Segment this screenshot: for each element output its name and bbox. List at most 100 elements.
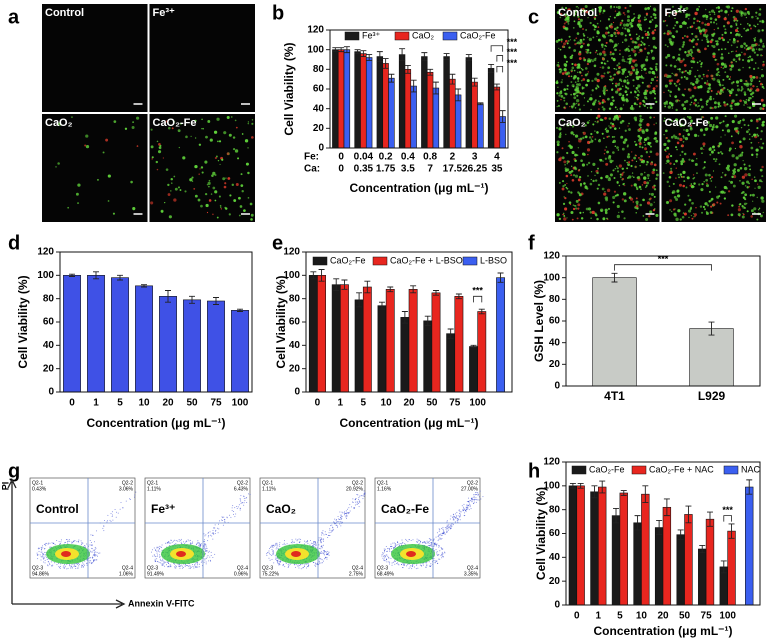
error-bar (427, 68, 434, 76)
cell-dot (722, 63, 725, 66)
event-dot (193, 567, 195, 569)
cell-dot (646, 173, 650, 177)
cell-dot (703, 161, 706, 164)
event-dot (320, 550, 322, 552)
event-dot (397, 544, 399, 546)
cell-dot (653, 163, 657, 167)
event-dot (42, 558, 44, 560)
event-dot (279, 542, 281, 544)
cell-dot (568, 40, 570, 42)
cell-dot (663, 120, 665, 122)
cell-dot (674, 75, 676, 77)
event-dot (231, 510, 233, 512)
cell-dot (706, 24, 708, 26)
cell-dot (751, 153, 754, 157)
cell-dot (609, 39, 613, 43)
cell-dot (233, 199, 237, 202)
bar (449, 78, 456, 149)
event-dot (382, 552, 384, 554)
event-dot (41, 556, 43, 558)
cell-dot (686, 53, 690, 57)
cell-dot (626, 9, 630, 13)
cell-dot (669, 94, 671, 96)
event-dot (444, 527, 446, 529)
cell-dot (684, 70, 687, 72)
cell-dot (699, 85, 703, 89)
cell-dot (697, 69, 699, 72)
cell-dot (577, 83, 581, 87)
event-dot (73, 564, 75, 566)
cell-dot (575, 98, 580, 103)
event-dot (331, 530, 333, 532)
cell-dot (759, 168, 763, 172)
bar (207, 300, 225, 393)
cell-dot (596, 35, 598, 38)
cell-dot (635, 204, 639, 208)
cell-dot (605, 26, 609, 30)
event-dot (332, 526, 334, 528)
event-dot (356, 503, 358, 505)
event-dot (463, 512, 465, 514)
density (291, 551, 301, 557)
cell-dot (628, 175, 632, 179)
cell-dot (651, 90, 653, 92)
cell-dot (735, 80, 740, 84)
cell-dot (638, 27, 642, 30)
cell-dot (578, 122, 580, 124)
cell-dot (240, 184, 244, 187)
cell-dot (582, 9, 585, 12)
panel-label: e (272, 232, 283, 254)
cell-dot (746, 210, 749, 213)
cell-dot (649, 197, 652, 200)
event-dot (386, 561, 388, 563)
event-dot (419, 539, 421, 541)
event-dot (467, 500, 469, 502)
quadrant-name: Q2-2 (352, 480, 363, 486)
cell-dot (563, 63, 568, 67)
event-dot (408, 567, 410, 569)
cell-dot (681, 45, 684, 48)
cell-dot (655, 177, 658, 180)
cell-dot (706, 204, 710, 207)
event-dot (346, 514, 348, 516)
event-dot (452, 513, 454, 515)
error-bar (360, 50, 367, 57)
event-dot (46, 542, 48, 544)
event-dot (398, 564, 400, 566)
cell-dot (684, 16, 687, 18)
event-dot (455, 515, 457, 517)
cell-dot (603, 153, 606, 155)
cell-dot (759, 8, 762, 11)
cell-dot (696, 48, 700, 52)
cell-dot (603, 192, 607, 196)
event-dot (426, 542, 428, 544)
cell-dot (587, 71, 590, 73)
cell-dot (656, 69, 658, 72)
event-dot (440, 533, 442, 535)
cell-dot (633, 156, 637, 160)
cell-dot (588, 37, 593, 42)
event-dot (242, 495, 244, 497)
cell-dot (599, 13, 601, 15)
cell-dot (655, 62, 658, 66)
event-dot (323, 553, 325, 555)
cell-dot (234, 149, 239, 153)
cell-dot (633, 102, 637, 105)
event-dot (393, 542, 395, 544)
cell-dot (565, 186, 568, 189)
cell-dot (685, 77, 689, 80)
cell-dot (564, 39, 568, 43)
cell-dot (721, 33, 724, 36)
cell-dot (665, 129, 668, 133)
event-dot (109, 519, 111, 521)
event-dot (456, 518, 458, 520)
event-dot (166, 564, 168, 566)
cell-dot (649, 210, 653, 214)
plot-frame (329, 29, 509, 149)
flow-plot (259, 477, 366, 579)
cell-dot (650, 51, 653, 54)
cell-dot (619, 87, 622, 91)
cell-dot (578, 193, 582, 197)
event-dot (42, 554, 44, 556)
cell-dot (598, 52, 603, 56)
